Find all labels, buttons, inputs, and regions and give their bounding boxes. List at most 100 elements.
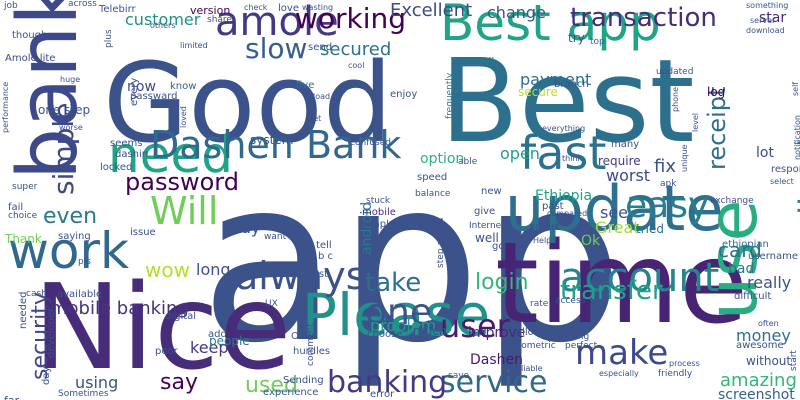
word-others: others — [150, 21, 176, 30]
word-branch: branch — [554, 79, 589, 90]
word-love: love — [278, 3, 299, 14]
word-especially: especially — [599, 369, 639, 378]
word-save: save — [448, 371, 470, 381]
word-job: job — [4, 1, 18, 11]
word-user: user — [440, 307, 510, 345]
word-card: card — [718, 238, 762, 262]
word-ux: UX — [265, 299, 278, 309]
word-saying: saying — [58, 231, 91, 242]
word-phone: phone — [671, 86, 680, 112]
word-way: way — [228, 218, 261, 237]
word-will: Will — [150, 189, 219, 233]
word-download: download — [746, 26, 785, 35]
word-compared: compared — [547, 209, 588, 218]
word-great: Great — [595, 218, 640, 237]
word-server: server — [750, 16, 776, 25]
word-say: say — [160, 370, 198, 395]
word-think: think — [562, 154, 583, 163]
word-even: even — [43, 204, 98, 229]
word-developer: developer — [46, 307, 57, 358]
word-fix: fix — [654, 156, 676, 177]
word-rate: rate — [530, 299, 549, 309]
word-far: far — [4, 395, 19, 400]
word-keep: keep — [190, 338, 229, 357]
word-account: account — [560, 255, 720, 301]
word-amole-lite: Amole lite — [5, 53, 56, 64]
word-know: know — [170, 81, 197, 92]
word-secured: secured — [320, 39, 392, 60]
word-day: day — [41, 366, 52, 385]
word-much: much — [413, 324, 447, 338]
word-secure: secure — [518, 85, 558, 99]
word-choice: choice — [8, 211, 38, 221]
word-excellent: Excellent — [390, 0, 473, 21]
word-balance: balance — [415, 189, 451, 199]
word-one: one — [365, 292, 432, 333]
word-receipt: receipt — [703, 86, 731, 170]
word-awesome: awesome — [736, 340, 784, 351]
word-notification: notification — [793, 115, 800, 160]
word-take: take — [365, 268, 422, 298]
word-nice: Nice — [33, 258, 292, 396]
word-banking: banking — [327, 365, 448, 400]
word-last: last — [310, 269, 329, 280]
word-require: require — [598, 154, 641, 168]
word-well: well — [475, 231, 499, 245]
word-change: change — [487, 3, 546, 22]
word-work: work — [8, 222, 129, 280]
word-choose: choose — [367, 329, 403, 340]
word-username: username — [748, 251, 798, 262]
word-working: working — [295, 2, 407, 35]
word-self: self — [791, 81, 800, 96]
word-process: process — [669, 359, 700, 368]
word-used: used — [245, 373, 298, 398]
word-transfer: transfer — [560, 276, 663, 306]
word-b-c: b c — [318, 251, 334, 262]
word-everything: everything — [542, 124, 586, 133]
word-dashin: dashin — [115, 149, 149, 160]
word-seems: seems — [110, 138, 143, 149]
word-reliable: reliable — [513, 364, 543, 373]
word-amazing: amazing — [720, 370, 797, 391]
word-app: app — [200, 131, 624, 393]
word-loved: loved — [179, 106, 188, 128]
word-worse: worse — [59, 123, 83, 132]
word-enjoy: enjoy — [390, 89, 418, 100]
word-often: often — [758, 319, 779, 328]
word-issue: issue — [130, 227, 156, 238]
word-simply: simply — [362, 219, 395, 230]
word-five: five — [296, 80, 315, 91]
word-version: version — [190, 4, 231, 17]
word-ethiopian: ethiopian — [722, 239, 769, 250]
word-sending: Sending — [283, 375, 324, 386]
word-dashen: Dashen — [470, 352, 524, 368]
word-step-ahead: step ahead — [436, 217, 446, 268]
word-option: option — [420, 151, 465, 167]
word-send: send — [308, 42, 333, 53]
word-easy: easy — [625, 185, 710, 226]
word-able: able — [458, 157, 478, 167]
word-slow: slow — [245, 32, 308, 65]
word-updated: updated — [656, 67, 694, 77]
word-good: Good — [103, 39, 393, 167]
word-share: share — [207, 15, 232, 25]
word-money: money — [736, 326, 791, 345]
word-start: start — [789, 350, 799, 371]
word-screenshot: screenshot — [718, 387, 795, 400]
word-unique: unique — [680, 144, 689, 172]
word-want: want — [264, 232, 287, 242]
word-super: super — [12, 182, 38, 192]
word-help: Help — [533, 236, 552, 245]
word-passward: passward — [130, 91, 178, 102]
word-time: time — [495, 219, 749, 349]
word-available: available — [57, 289, 103, 300]
word-pls: pls — [78, 257, 91, 267]
word-without: without — [746, 354, 792, 368]
word-tried: tried — [636, 222, 664, 236]
word-ui: UI — [484, 56, 495, 67]
word-using: using — [75, 373, 119, 392]
word-star: star — [759, 10, 787, 26]
word-dashen-bank: Dashen Bank — [150, 123, 402, 167]
word-system: system — [250, 133, 294, 147]
word-ethiopia: Ethiopia — [535, 188, 593, 204]
